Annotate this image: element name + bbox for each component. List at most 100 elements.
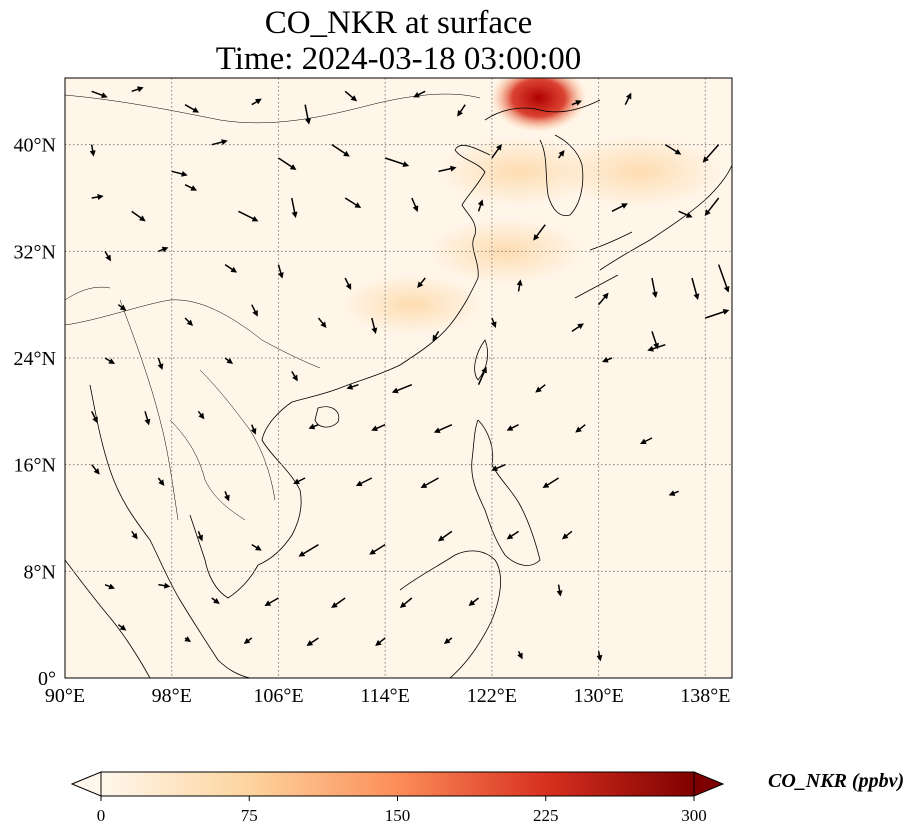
- wind-arrow: [144, 411, 151, 426]
- wind-arrow: [601, 356, 613, 363]
- wind-arrow: [238, 210, 259, 222]
- wind-arrow: [477, 199, 484, 212]
- colorbar-tick-marks: [100, 796, 695, 801]
- lat-tick-label: 40°N: [14, 135, 56, 157]
- coastline-japan: [574, 164, 732, 299]
- wind-arrow: [571, 100, 582, 106]
- wind-arrow: [491, 463, 506, 472]
- gridlines: [65, 78, 732, 678]
- wind-arrow: [171, 170, 188, 177]
- wind-arrow: [211, 597, 220, 604]
- wind-arrow: [639, 437, 653, 444]
- wind-arrow: [251, 304, 258, 317]
- coastline-indochina: [89, 384, 251, 678]
- wind-arrow: [691, 277, 700, 300]
- wind-arrow: [243, 637, 253, 644]
- wind-arrow: [131, 530, 138, 540]
- wind-arrow: [575, 424, 586, 433]
- coastline-borneo: [399, 550, 501, 678]
- wind-arrow: [598, 292, 609, 306]
- wind-arrow: [557, 150, 565, 159]
- wind-arrow: [104, 357, 116, 364]
- lon-tick-label: 138°E: [680, 685, 730, 707]
- lat-tick-label: 0°: [38, 668, 56, 690]
- wind-arrow: [516, 279, 523, 292]
- wind-arrow: [308, 423, 319, 430]
- wind-arrow: [433, 423, 453, 433]
- wind-arrow: [184, 104, 200, 113]
- wind-arrow: [477, 366, 487, 385]
- wind-arrow: [355, 477, 373, 486]
- colorbar-tick-label: 150: [384, 806, 411, 825]
- wind-arrow: [224, 357, 234, 364]
- wind-arrow: [506, 530, 519, 540]
- wind-arrow: [264, 597, 279, 606]
- wind-arrow: [104, 250, 112, 262]
- wind-arrow: [491, 144, 502, 159]
- lon-tick-label: 130°E: [573, 685, 623, 707]
- colorbar-tick-label: 75: [240, 806, 258, 825]
- lat-tick-label: 16°N: [14, 455, 56, 477]
- border-china-south: [65, 299, 321, 369]
- map-frame: [64, 77, 733, 679]
- wind-arrow: [224, 264, 238, 273]
- wind-arrow: [517, 650, 523, 660]
- wind-arrow: [704, 197, 720, 216]
- wind-arrow: [117, 624, 127, 631]
- wind-arrow: [91, 194, 104, 200]
- lon-tick-label: 122°E: [467, 685, 517, 707]
- colorbar-tick-label: 300: [681, 806, 707, 825]
- wind-arrow: [131, 210, 146, 222]
- map-title: CO_NKR at surface: [264, 5, 533, 41]
- wind-arrow: [184, 317, 194, 326]
- wind-arrow: [89, 144, 96, 157]
- wind-arrow: [157, 357, 164, 370]
- wind-arrow: [131, 86, 144, 93]
- wind-arrow: [624, 92, 632, 106]
- wind-arrow: [117, 304, 127, 311]
- wind-arrow: [371, 317, 378, 334]
- plume-korea-yellow-sea-plume: [439, 137, 598, 206]
- wind-arrow: [278, 157, 297, 170]
- map-time-subtitle: Time: 2024-03-18 03:00:00: [215, 41, 582, 77]
- wind-arrow: [371, 423, 386, 432]
- wind-arrow: [331, 144, 350, 157]
- wind-arrow: [702, 144, 720, 163]
- wind-arrow: [331, 597, 346, 608]
- wind-arrow: [437, 530, 453, 542]
- wind-arrow: [197, 410, 205, 420]
- colorbar-label: CO_NKR (ppbv): [768, 770, 905, 792]
- wind-arrow: [91, 464, 100, 475]
- country-borders: [65, 93, 481, 521]
- wind-arrow: [91, 90, 108, 99]
- border-thailand: [169, 419, 246, 521]
- wind-arrow: [399, 597, 413, 608]
- wind-arrow: [542, 477, 559, 488]
- wind-arrow: [306, 637, 319, 646]
- wind-arrow: [157, 477, 165, 486]
- longitude-ticks: 90°E 98°E 106°E 114°E 122°E 130°E 138°E: [45, 685, 731, 707]
- wind-arrow: [369, 544, 386, 555]
- coastline-gulf-thailand: [189, 514, 259, 599]
- lat-tick-label: 8°N: [24, 561, 56, 583]
- wind-arrow: [197, 531, 203, 542]
- wind-arrow: [384, 157, 410, 167]
- wind-arrow: [556, 584, 563, 597]
- wind-arrow: [293, 477, 306, 484]
- lat-tick-label: 24°N: [14, 348, 56, 370]
- wind-arrow: [457, 104, 466, 117]
- wind-arrow: [571, 323, 584, 332]
- wind-arrow: [668, 490, 679, 496]
- wind-arrow: [678, 210, 693, 218]
- border-mongolia: [65, 93, 481, 124]
- wind-arrow: [251, 544, 262, 551]
- wind-arrow: [417, 277, 426, 288]
- wind-arrow: [184, 636, 192, 642]
- wind-arrow: [344, 197, 362, 208]
- colorbar-extend-max: [693, 771, 725, 797]
- wind-arrow: [91, 410, 98, 424]
- coastline-taiwan: [474, 339, 489, 381]
- border-laos-vietnam: [199, 369, 276, 501]
- wind-arrow: [443, 637, 453, 644]
